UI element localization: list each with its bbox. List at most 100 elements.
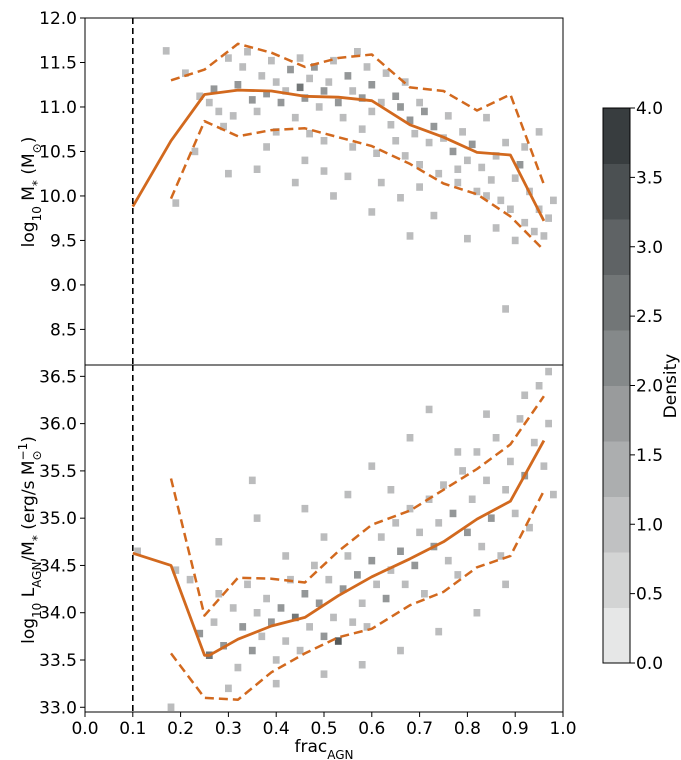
bottom-heatmap-cell [296,646,304,655]
top-heatmap-cell [162,47,170,55]
bottom-heatmap-cell [268,618,275,626]
colorbar-level [603,163,630,220]
bottom-y-tick-label: 35.0 [39,509,77,529]
bottom-heatmap-cell [167,703,175,711]
bottom-percentile-lines [132,365,546,712]
top-heatmap-cell [172,199,180,207]
top-heatmap-cell [416,161,423,169]
bottom-heatmap-cell [277,604,285,612]
top-heatmap-cell [411,129,419,138]
bottom-heatmap-cell [545,419,552,428]
bottom-heatmap-cell [502,580,509,589]
top-heatmap-cell [354,48,361,56]
top-heatmap-cell [253,165,261,173]
bottom-heatmap-cell [196,629,204,638]
top-heatmap-cell [492,224,500,232]
bottom-heatmap-cell [325,575,333,584]
bottom-y-ticks: 33.0 33.5 34.0 34.5 35.0 35.5 36.0 36.5 [39,367,85,718]
top-heatmap-cell [229,112,237,120]
top-heatmap-cell [540,232,548,240]
top-heatmap-cell [535,128,543,136]
x-tick-label: 0.6 [358,719,385,739]
top-heatmap-cell [406,116,414,124]
bottom-y-tick-label: 35.5 [39,462,77,482]
top-heatmap-cell [377,178,385,187]
colorbar: 0.0 0.5 1.0 1.5 2.0 2.5 3.0 3.5 4.0 Density [602,99,681,674]
bottom-heatmap-cell [234,663,242,672]
bottom-heatmap-cell [320,670,328,678]
bottom-lower-percentile-line [170,490,546,701]
bottom-heatmap-cell [253,514,261,522]
top-y-tick-label: 12.0 [39,9,77,29]
top-heatmap-cell [416,98,423,107]
top-heatmap-cell [545,214,552,222]
bottom-heatmap-cell [282,552,290,560]
top-heatmap-cell [502,138,509,147]
top-heatmap-cell [502,305,509,313]
top-heatmap-cell [521,143,529,151]
top-heatmap-cell [516,161,524,169]
top-heatmap-cell [263,143,270,151]
top-heatmap-cell [220,122,227,131]
top-heatmap-cell [358,125,366,133]
bottom-heatmap-cell [473,448,481,456]
bottom-heatmap-cell [377,533,385,541]
x-tick-label: 0.4 [263,719,290,739]
top-heatmap-cell [248,96,256,104]
top-lower-percentile-line [169,119,545,252]
top-heatmap-cell [507,205,514,213]
bottom-heatmap-cell [511,509,519,518]
bottom-heatmap-cell [454,571,462,579]
colorbar-tick-label: 3.5 [636,168,663,188]
colorbar-level [603,385,630,442]
top-heatmap-cell [244,48,251,56]
bottom-heatmap-cell [344,552,352,560]
top-heatmap-cell [306,129,313,138]
bottom-heatmap-cell [358,661,366,669]
top-heatmap-cell [330,192,337,200]
top-heatmap-cell [258,72,266,80]
bottom-y-tick-label: 33.0 [39,698,77,718]
bottom-heatmap-cell [540,462,548,470]
bottom-heatmap-cell [339,585,347,593]
top-heatmap-cell [349,87,357,95]
bottom-y-tick-label: 34.5 [39,556,77,576]
top-heatmap-cell [464,234,471,243]
top-heatmap-cell [550,196,557,205]
top-heatmap-cell [368,81,376,89]
top-heatmap-cell [459,128,466,136]
bottom-heatmap-cell [387,486,395,494]
bottom-heatmap-cell [401,580,409,589]
top-heatmap-cell [225,54,232,62]
bottom-heatmap-cell [186,575,194,584]
bottom-heatmap-cell [229,604,237,612]
x-ticks: 0.0 0.1 0.2 0.3 0.4 0.5 0.6 0.7 0.8 0.9 1.0 [71,712,577,739]
colorbar-level [603,441,630,497]
top-heatmap-cell [430,122,438,131]
bottom-heatmap-cell [368,462,376,470]
bottom-heatmap-cell [530,438,538,447]
top-heatmap-cell [315,103,323,111]
top-y-tick-label: 10.0 [39,187,77,207]
bottom-heatmap-cell [421,590,428,598]
bottom-heatmap-cell [253,609,261,617]
bottom-heatmap-cell [487,514,495,522]
top-heatmap-cell [377,98,385,107]
colorbar-level [603,607,630,664]
top-heatmap-cell [210,85,218,93]
bottom-heatmap-cell [272,679,280,688]
top-panel-frame [84,17,564,366]
bottom-heatmap-cell [258,632,266,641]
top-heatmap-cell [215,107,223,116]
x-tick-label: 0.3 [215,719,242,739]
top-heatmap-cell [444,112,452,120]
top-heatmap-cell [406,232,414,240]
bottom-heatmap-cell [368,556,376,565]
bottom-heatmap-cell [306,623,313,631]
top-y-tick-label: 9.5 [50,231,77,251]
bottom-heatmap-cell [397,646,404,655]
top-heatmap-cell [272,128,280,136]
top-panel-mass: 8.5 9.0 9.5 10.0 10.5 11.0 11.5 12.0 log10 M* (… [19,9,557,365]
bottom-panel-frame [84,364,564,713]
